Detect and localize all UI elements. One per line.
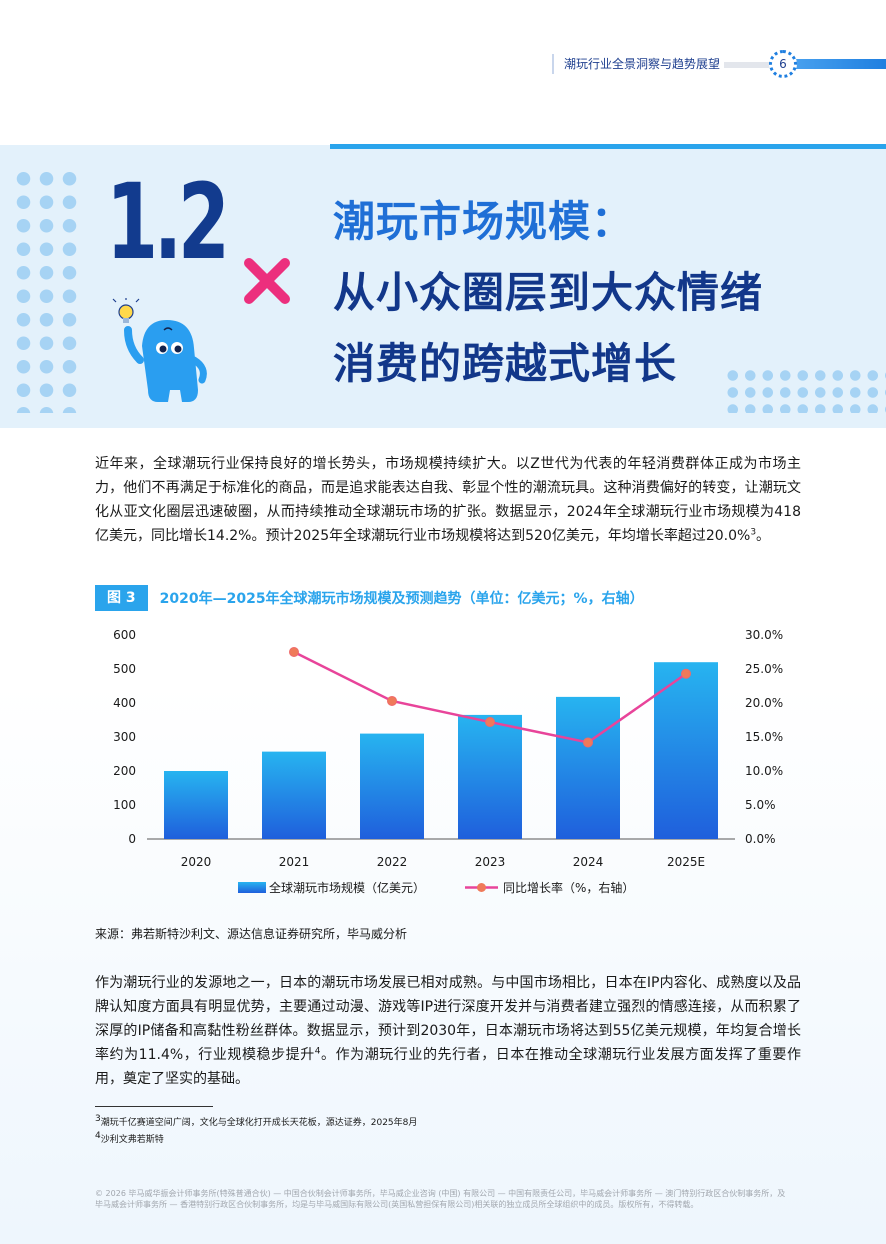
decor-dots-left [12,167,82,413]
footnote-ref-4[interactable]: 4 [314,1046,321,1057]
x-tick-label: 2022 [377,855,408,869]
legend-bar-swatch [238,882,266,893]
hero-accent-line [330,144,886,149]
footnote-3: 3潮玩千亿赛道空间广阔，文化与全球化打开成长天花板，源达证券，2025年8月 [95,1115,417,1132]
header-decor-bar [724,62,776,68]
footnote-4-num: 4 [95,1131,101,1141]
paragraph-1-end: 。 [756,528,771,544]
paragraph-2-text: 作为潮玩行业的发源地之一，日本的潮玩市场发展已相对成熟。与中国市场相比，日本在I… [95,975,801,1063]
footnote-divider [95,1106,213,1107]
section-title-line-3: 消费的跨越式增长 [333,339,678,388]
x-tick-label: 2025E [667,855,705,869]
x-tick-label: 2021 [279,855,310,869]
footnotes: 3潮玩千亿赛道空间广阔，文化与全球化打开成长天花板，源达证券，2025年8月 4… [95,1115,417,1149]
market-size-chart: 0 100 200 300 400 500 600 0.0% 5.0% 10.0% 15.0% 20… [113,628,783,895]
cross-icon [244,258,290,304]
copyright-notice: © 2026 毕马威华振会计师事务所(特殊普通合伙) — 中国合伙制会计师事务所… [95,1189,786,1209]
paragraph-2-end: 。作为潮玩行业的先行者，日本在推动全球潮玩行业发展方面发挥了重要作用，奠定了坚实… [95,1047,801,1087]
body-paragraph-1: 近年来，全球潮玩行业保持良好的增长势头，市场规模持续扩大。以Z世代为代表的年轻消… [95,452,801,548]
bar-2020 [164,771,228,839]
section-title: 潮玩市场规模： 从小众圈层到大众情绪 消费的跨越式增长 [333,186,763,399]
section-number: 1.2 [106,161,230,283]
y-right-tick-label: 30.0% [745,628,783,642]
bar-2021 [262,751,326,839]
y-right-tick-label: 10.0% [745,764,783,778]
footnote-3-num: 3 [95,1114,101,1124]
y-left-tick-label: 0 [128,832,136,846]
running-header: 潮玩行业全景洞察与趋势展望 6 [552,50,886,78]
page-number: 6 [769,50,797,78]
running-title: 潮玩行业全景洞察与趋势展望 [552,54,720,74]
bar-2023 [458,714,522,839]
figure-title: 2020年—2025年全球潮玩市场规模及预测趋势（单位：亿美元；%，右轴） [159,591,644,607]
paragraph-1-text: 近年来，全球潮玩行业保持良好的增长势头，市场规模持续扩大。以Z世代为代表的年轻消… [95,456,801,544]
growth-point-2024 [583,737,593,748]
footnote-4: 4沙利文弗若斯特 [95,1132,417,1149]
bar-2025E [654,662,718,839]
y-left-tick-label: 300 [113,730,136,744]
y-left-tick-label: 500 [113,662,136,676]
mascot-illustration [112,298,207,402]
growth-point-2023 [485,717,495,728]
y-left-tick-label: 100 [113,798,136,812]
y-left-tick-label: 600 [113,628,136,642]
y-left-tick-label: 400 [113,696,136,710]
decor-dots-right [724,367,886,413]
footnote-3-text: 潮玩千亿赛道空间广阔，文化与全球化打开成长天花板，源达证券，2025年8月 [100,1118,418,1128]
bar-2022 [360,733,424,839]
figure-heading: 图 3 2020年—2025年全球潮玩市场规模及预测趋势（单位：亿美元；%，右轴… [95,585,644,611]
footnote-4-text: 沙利文弗若斯特 [100,1135,164,1145]
x-tick-label: 2023 [475,855,506,869]
legend-line-label: 同比增长率（%，右轴） [503,880,634,895]
y-right-tick-label: 0.0% [745,832,776,846]
x-tick-label: 2020 [181,855,212,869]
figure-badge: 图 3 [95,585,148,611]
footnote-ref-3[interactable]: 3 [750,527,757,538]
growth-point-2021 [289,647,299,657]
growth-point-2022 [387,695,397,706]
y-right-tick-label: 5.0% [745,798,776,812]
legend-line-marker [477,883,486,892]
y-left-tick-label: 200 [113,764,136,778]
section-title-line-1: 潮玩市场规模： [333,197,635,246]
header-decor-bar-blue [790,59,886,69]
figure-source: 来源：弗若斯特沙利文、源达信息证券研究所，毕马威分析 [95,927,408,941]
body-paragraph-2: 作为潮玩行业的发源地之一，日本的潮玩市场发展已相对成熟。与中国市场相比，日本在I… [95,971,801,1091]
x-tick-label: 2024 [573,855,604,869]
y-right-tick-label: 25.0% [745,662,783,676]
legend-bar-label: 全球潮玩市场规模（亿美元） [269,880,425,895]
bar-2024 [556,696,620,839]
y-right-tick-label: 20.0% [745,696,783,710]
section-title-line-2: 从小众圈层到大众情绪 [333,268,764,317]
growth-point-2025E [681,668,691,679]
y-right-tick-label: 15.0% [745,730,783,744]
